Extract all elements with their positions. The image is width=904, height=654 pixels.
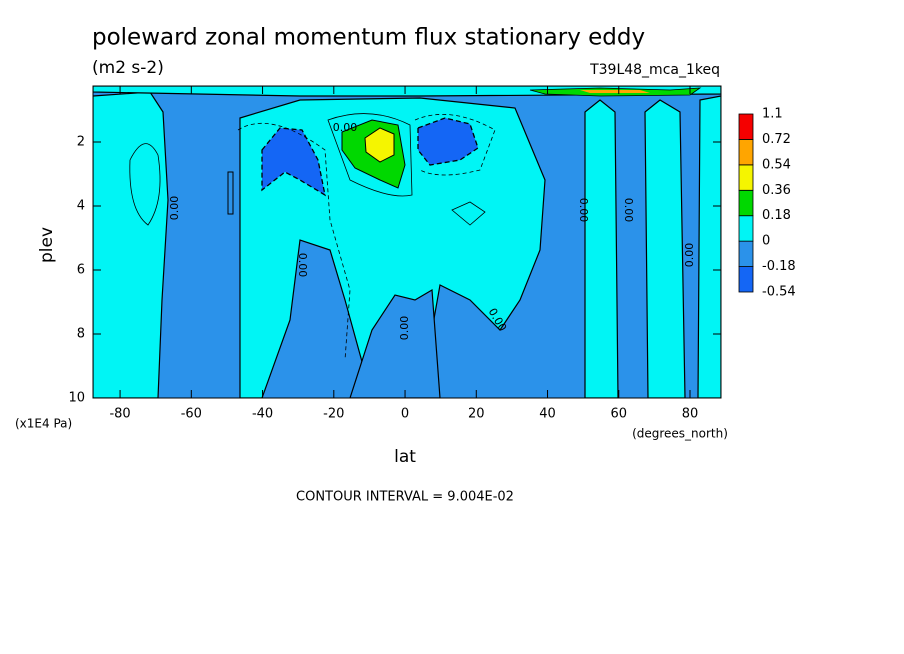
colorbar-label: 0.18	[762, 208, 791, 223]
contour-line	[129, 143, 161, 226]
colorbar-label: -0.18	[762, 259, 796, 274]
x-tick-label: -60	[181, 407, 202, 422]
contour-label: 0.00	[622, 198, 635, 223]
y-tick-label: 6	[77, 263, 85, 278]
contour-line	[227, 171, 234, 215]
overlay: -80 -60 -40 -20 0 20 40 60 80 2 4 6 8 10 -0.54 -0.18 0 0.…	[68, 85, 796, 422]
y-tick-label: 10	[68, 391, 85, 406]
contour-label: 0.00	[683, 243, 696, 268]
colorbar-swatch	[738, 139, 754, 166]
colorbar-swatch	[738, 189, 754, 217]
colorbar-label: 0.36	[762, 183, 791, 198]
plot-area: 0.000.000.000.00 0.000.00 0.000.00	[93, 86, 721, 398]
y-tick-label: 4	[77, 199, 85, 214]
chart-title: poleward zonal momentum flux stationary …	[92, 25, 645, 51]
colorbar-swatch	[738, 215, 754, 242]
contour-label: 0.00	[577, 198, 590, 223]
y-axis-label: plev	[37, 227, 57, 263]
contour-label: 0.00	[333, 121, 358, 134]
x-tick-label: 20	[468, 407, 485, 422]
x-tick-label: 80	[682, 407, 699, 422]
colorbar-label: -0.54	[762, 285, 796, 300]
contour-label: 0.00	[168, 196, 181, 221]
colorbar-swatch	[738, 164, 754, 191]
colorbar-swatch	[738, 240, 754, 267]
colorbar-label: 1.1	[762, 107, 783, 122]
subtitle: (m2 s-2)	[92, 58, 164, 78]
contour-label: 0.00	[398, 316, 411, 341]
contour-line	[327, 113, 413, 197]
region	[93, 91, 169, 398]
contour-line	[237, 122, 351, 361]
region	[417, 117, 479, 166]
colorbar-swatch	[738, 266, 754, 293]
contour-line	[451, 201, 486, 226]
x-tick-label: 60	[610, 407, 627, 422]
x-units: (degrees_north)	[632, 427, 728, 441]
x-axis-label: lat	[394, 447, 416, 467]
contour-label: 0.00	[296, 253, 309, 278]
dataset-label: T39L48_mca_1keq	[589, 62, 720, 78]
x-tick-label: -80	[109, 407, 130, 422]
colorbar-label: 0.72	[762, 132, 791, 147]
x-tick-label: -20	[323, 407, 344, 422]
y-units: (x1E4 Pa)	[15, 417, 72, 431]
x-tick-label: 40	[539, 407, 556, 422]
region	[644, 99, 686, 398]
plot-frame	[92, 85, 722, 399]
region	[584, 99, 619, 398]
region	[364, 127, 395, 163]
colorbar-swatch	[738, 113, 754, 140]
contour-line	[414, 114, 496, 176]
footer: CONTOUR INTERVAL = 9.004E-02	[296, 490, 514, 505]
y-tick-label: 2	[77, 135, 85, 150]
colorbar-label: 0.54	[762, 157, 791, 172]
region	[697, 95, 721, 398]
region	[349, 288, 441, 398]
x-tick-label: 0	[401, 407, 409, 422]
colorbar-label: 0	[762, 234, 770, 249]
x-tick-label: -40	[252, 407, 273, 422]
region	[580, 90, 650, 93]
y-tick-label: 8	[77, 327, 85, 342]
